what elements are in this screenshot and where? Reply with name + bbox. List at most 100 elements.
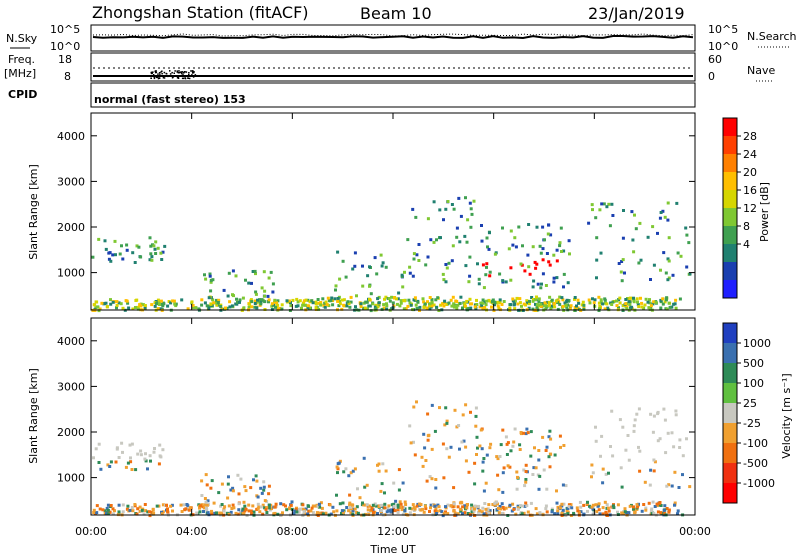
- heatmap-cell: [262, 270, 266, 274]
- heatmap-cell: [215, 303, 219, 307]
- heatmap-cell: [491, 298, 495, 302]
- colorbar-tick-label: -500: [743, 457, 768, 470]
- heatmap-cell: [475, 303, 479, 306]
- heatmap-cell: [332, 510, 336, 514]
- heatmap-cell: [411, 503, 415, 507]
- heatmap-cell: [652, 469, 656, 473]
- heatmap-cell: [459, 214, 463, 218]
- heatmap-cell: [493, 503, 497, 507]
- heatmap-cell: [475, 453, 478, 456]
- heatmap-cell: [347, 474, 351, 478]
- heatmap-cell: [214, 298, 218, 302]
- colorbar-segment: [723, 136, 737, 155]
- freq-noise-dot: [150, 71, 152, 74]
- heatmap-cell: [506, 464, 510, 468]
- heatmap-cell: [637, 261, 641, 265]
- heatmap-cell: [229, 510, 233, 514]
- heatmap-cell: [601, 512, 605, 516]
- heatmap-cell: [453, 511, 457, 515]
- heatmap-cell: [138, 505, 142, 509]
- heatmap-cell: [118, 252, 122, 256]
- heatmap-cell: [508, 503, 512, 507]
- heatmap-cell: [126, 504, 130, 508]
- date-label: 23/Jan/2019: [588, 4, 685, 23]
- heatmap-cell: [271, 290, 275, 294]
- heatmap-cell: [648, 301, 652, 305]
- heatmap-cell: [440, 510, 444, 514]
- colorbar-tick-label: -1000: [743, 477, 775, 490]
- freq-noise-dot: [183, 72, 185, 74]
- heatmap-cell: [243, 509, 247, 513]
- heatmap-cell: [545, 510, 549, 514]
- heatmap-cell: [658, 437, 662, 441]
- heatmap-cell: [611, 504, 615, 508]
- heatmap-cell: [508, 306, 512, 310]
- heatmap-cell: [647, 306, 651, 310]
- heatmap-cell: [455, 235, 459, 239]
- heatmap-cell: [323, 305, 327, 309]
- heatmap-cell: [478, 509, 482, 513]
- heatmap-cell: [485, 453, 489, 457]
- heatmap-cell: [496, 304, 500, 308]
- heatmap-cell: [125, 248, 129, 252]
- heatmap-cell: [117, 510, 121, 514]
- heatmap-cell: [166, 304, 170, 308]
- heatmap-cell: [403, 500, 407, 504]
- heatmap-cell: [480, 447, 484, 451]
- heatmap-cell: [665, 307, 669, 311]
- heatmap-cell: [348, 493, 352, 497]
- heatmap-cell: [335, 465, 339, 469]
- heatmap-cell: [635, 412, 639, 416]
- heatmap-cell: [675, 201, 679, 205]
- heatmap-cell: [161, 250, 165, 254]
- heatmap-cell: [463, 511, 467, 515]
- heatmap-cell: [582, 503, 586, 507]
- freq-noise-dot: [188, 77, 191, 80]
- heatmap-cell: [652, 511, 656, 515]
- heatmap-cell: [560, 502, 564, 506]
- heatmap-cell: [125, 243, 129, 247]
- xtick-label: 04:00: [176, 525, 208, 538]
- heatmap-cell: [113, 239, 117, 243]
- heatmap-cell: [654, 301, 658, 304]
- freq-label: Freq.: [8, 53, 35, 66]
- heatmap-cell: [672, 302, 676, 306]
- heatmap-cell: [209, 289, 213, 293]
- heatmap-cell: [120, 441, 124, 445]
- heatmap-cell: [385, 510, 389, 514]
- heatmap-cell: [595, 510, 599, 514]
- heatmap-cell: [438, 208, 442, 212]
- heatmap-cell: [212, 301, 216, 305]
- heatmap-cell: [306, 504, 310, 508]
- heatmap-cell: [597, 502, 601, 506]
- heatmap-cell: [597, 508, 601, 512]
- heatmap-cell: [590, 463, 594, 467]
- heatmap-cell: [545, 487, 549, 491]
- heatmap-cell: [632, 296, 635, 300]
- heatmap-cell: [195, 511, 199, 515]
- heatmap-cell: [92, 511, 96, 514]
- heatmap-cell: [267, 300, 270, 304]
- heatmap-cell: [171, 509, 174, 513]
- heatmap-cell: [473, 504, 477, 508]
- heatmap-cell: [259, 300, 263, 304]
- heatmap-cell: [130, 442, 134, 446]
- freq-noise-dot: [171, 77, 174, 79]
- heatmap-cell: [500, 511, 504, 515]
- heatmap-cell: [191, 304, 195, 307]
- heatmap-cell: [563, 301, 567, 305]
- heatmap-cell: [399, 301, 403, 305]
- heatmap-cell: [648, 298, 651, 302]
- heatmap-cell: [633, 511, 637, 515]
- heatmap-cell: [254, 292, 258, 296]
- heatmap-cell: [191, 306, 195, 310]
- heatmap-cell: [590, 203, 594, 207]
- heatmap-cell: [519, 262, 523, 266]
- heatmap-cell: [586, 509, 589, 513]
- heatmap-cell: [458, 240, 462, 244]
- heatmap-cell: [412, 257, 416, 261]
- colorbar-tick-label: 4: [743, 238, 750, 251]
- heatmap-cell: [497, 511, 501, 515]
- heatmap-cell: [109, 298, 112, 302]
